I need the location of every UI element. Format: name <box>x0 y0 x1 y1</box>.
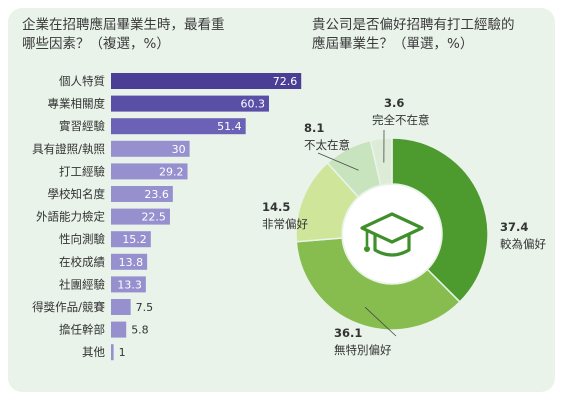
bar <box>111 231 151 248</box>
slice-value-label: 3.6 <box>384 96 404 110</box>
slice-name-label: 非常偏好 <box>262 217 308 231</box>
slice-name-label: 無特別偏好 <box>334 343 392 357</box>
bar-value-label: 22.5 <box>141 211 166 224</box>
leader-line <box>317 152 359 171</box>
slice-value-label: 37.4 <box>500 220 528 234</box>
bar-category-label: 社團經驗 <box>59 277 105 291</box>
bar-value-label: 72.6 <box>273 75 298 88</box>
bar <box>111 186 173 202</box>
bar <box>111 276 146 293</box>
bar <box>111 73 302 89</box>
bar-value-label: 29.2 <box>159 165 184 178</box>
bar-category-label: 得獎作品/競賽 <box>32 300 105 314</box>
slice-name-label: 不太在意 <box>304 138 350 152</box>
bar-value-label: 13.8 <box>119 256 144 269</box>
bar <box>111 344 114 361</box>
bar-value-label: 30 <box>172 143 186 156</box>
bar-category-label: 擔任幹部 <box>59 323 105 337</box>
bar-value-label: 15.2 <box>122 233 147 246</box>
bar-category-label: 在校成績 <box>59 255 105 269</box>
bar-value-label: 1 <box>119 346 126 359</box>
donut-slice <box>391 137 489 303</box>
graduation-cap-icon <box>343 185 441 283</box>
bar-category-label: 性向測驗 <box>59 232 105 246</box>
bar-chart-title: 企業在招聘應屆畢業生時，最看重 哪些因素？（複選，%） <box>22 17 225 52</box>
slice-value-label: 14.5 <box>262 200 290 214</box>
bar <box>111 321 127 338</box>
bar-category-label: 其他 <box>82 345 105 359</box>
slice-name-label: 完全不在意 <box>372 113 430 127</box>
bar-value-label: 7.5 <box>136 301 154 314</box>
slice-value-label: 36.1 <box>334 326 362 340</box>
donut-slice <box>369 137 393 187</box>
pie-chart-title: 貴公司是否偏好招聘有打工經驗的 應屆畢業生？（單選，%） <box>312 17 515 52</box>
slice-name-label: 較為偏好 <box>500 237 546 251</box>
bar <box>111 118 246 135</box>
bar <box>111 253 148 270</box>
bar <box>111 208 170 225</box>
bar-category-label: 專業相關度 <box>48 97 106 111</box>
leader-line <box>364 306 397 337</box>
donut-slice <box>295 237 461 331</box>
bar <box>111 299 131 315</box>
bar-value-label: 60.3 <box>240 98 265 111</box>
bar-category-label: 實習經驗 <box>59 119 105 133</box>
bar-category-label: 打工經驗 <box>59 164 105 178</box>
bar <box>111 95 269 112</box>
bar <box>111 140 190 157</box>
bar-category-label: 學校知名度 <box>48 187 106 201</box>
bar-value-label: 5.8 <box>131 324 149 337</box>
bar-category-label: 具有證照/執照 <box>32 142 105 156</box>
bar-value-label: 23.6 <box>144 188 169 201</box>
bar-category-label: 外語能力檢定 <box>36 210 105 224</box>
bar-value-label: 51.4 <box>217 120 242 133</box>
bar <box>111 163 188 180</box>
bar-value-label: 13.3 <box>117 278 142 291</box>
slice-value-label: 8.1 <box>304 121 324 135</box>
bar-category-label: 個人特質 <box>59 74 105 88</box>
